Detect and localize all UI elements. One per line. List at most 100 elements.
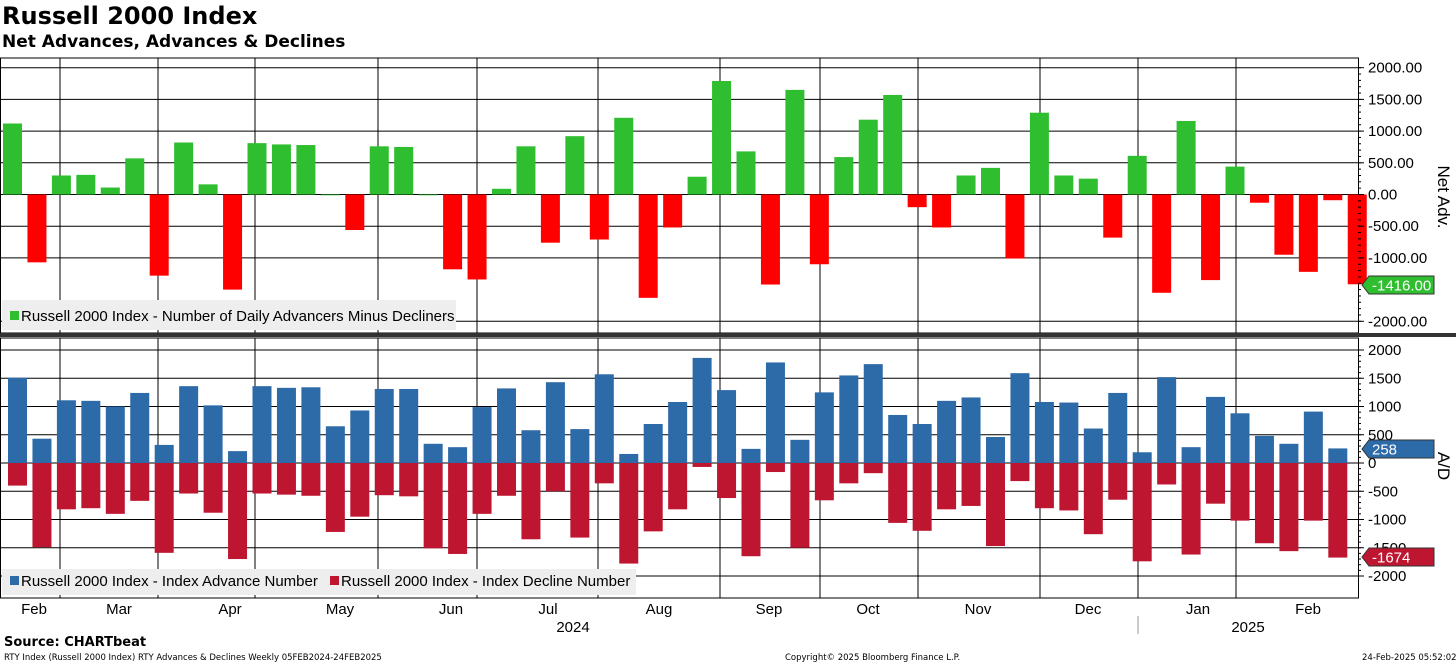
decline-legend-swatch xyxy=(330,576,339,585)
net-advance-bar xyxy=(394,146,414,195)
net-advance-bar xyxy=(247,143,267,195)
net-advance-bar xyxy=(296,145,316,195)
x-month-label: Apr xyxy=(218,601,241,618)
advance-bar xyxy=(814,392,834,463)
decline-bar xyxy=(863,463,883,474)
decline-bar xyxy=(1230,463,1250,521)
footer-copyright: Copyright© 2025 Bloomberg Finance L.P. xyxy=(785,653,961,663)
decline-bar xyxy=(8,463,27,486)
decline-bar xyxy=(961,463,981,506)
source-note: Source: CHARTbeat xyxy=(4,635,147,650)
net-advance-bar xyxy=(785,89,805,195)
x-month-label: Aug xyxy=(646,601,673,618)
top-y-tick-label: 2000.00 xyxy=(1368,60,1422,77)
net-advance-bar xyxy=(589,194,609,240)
decline-bar xyxy=(668,463,688,510)
x-month-label: Mar xyxy=(106,601,132,618)
advance-bar xyxy=(179,386,199,463)
net-advance-bar xyxy=(1054,175,1074,195)
advance-legend-swatch xyxy=(10,576,19,585)
net-advance-bar xyxy=(320,194,340,196)
decline-bar xyxy=(692,463,712,467)
chart-title: Russell 2000 Index xyxy=(2,2,258,30)
net-advance-bar xyxy=(418,194,438,196)
advance-bar xyxy=(56,400,76,463)
decline-bar xyxy=(228,463,248,560)
x-year-label: 2024 xyxy=(556,619,589,636)
advance-bar xyxy=(1010,373,1030,463)
advance-bar xyxy=(1279,443,1299,463)
decline-legend-label: Russell 2000 Index - Index Decline Numbe… xyxy=(341,573,630,590)
decline-bar xyxy=(1132,463,1152,562)
advance-bar xyxy=(497,388,516,463)
decline-bar xyxy=(203,463,223,513)
decline-bar xyxy=(912,463,932,531)
advance-bar xyxy=(130,392,150,463)
advance-bar xyxy=(692,357,712,463)
x-month-label: Sep xyxy=(756,601,783,618)
top-y-axis-title: Net Adv. xyxy=(1434,166,1453,229)
net-advance-last-value-label: -1416.00 xyxy=(1372,278,1431,295)
advance-bar xyxy=(399,388,419,463)
top-y-tick-label: -500.00 xyxy=(1368,218,1419,235)
x-month-label: Feb xyxy=(1295,601,1321,618)
decline-bar xyxy=(545,463,565,492)
decline-bar xyxy=(1303,463,1323,521)
net-advance-bar xyxy=(1249,194,1269,203)
net-advance-bar xyxy=(883,94,903,195)
net-advance-bar xyxy=(540,194,560,243)
net-advance-bar xyxy=(907,194,927,208)
decline-bar xyxy=(1328,463,1348,558)
label-layer: Russell 2000 Index - Number of Daily Adv… xyxy=(2,275,1435,595)
x-month-label: May xyxy=(326,601,355,618)
decline-bar xyxy=(154,463,174,553)
decline-bar xyxy=(741,463,761,557)
footer-timestamp: 24-Feb-2025 05:52:02 xyxy=(1362,653,1456,663)
net-advance-bar xyxy=(223,194,243,290)
bottom-legend-box xyxy=(2,569,636,595)
top-y-tick-label: -2000.00 xyxy=(1368,313,1427,330)
net-advance-bar xyxy=(1298,194,1318,272)
advance-last-value-box xyxy=(1361,439,1435,459)
net-advance-bar xyxy=(1078,178,1098,195)
advance-bar xyxy=(1303,411,1323,463)
advance-bar xyxy=(203,405,223,463)
x-year-label: 2025 xyxy=(1231,619,1264,636)
advance-bar xyxy=(1034,401,1054,463)
net-advance-bar xyxy=(100,187,120,195)
net-advance-last-value-box xyxy=(1361,275,1435,295)
advance-bar xyxy=(717,390,737,463)
decline-bar xyxy=(423,463,443,549)
top-y-tick-label: -1000.00 xyxy=(1368,250,1427,267)
decline-bar xyxy=(179,463,199,494)
net-advance-bar xyxy=(736,151,756,195)
advance-bar xyxy=(912,424,932,463)
advance-bar xyxy=(741,448,761,463)
decline-bar xyxy=(1254,463,1274,544)
top-legend-label: Russell 2000 Index - Number of Daily Adv… xyxy=(21,308,455,325)
advance-bar xyxy=(570,429,590,463)
x-month-label: Oct xyxy=(856,601,880,618)
x-month-label: Feb xyxy=(21,601,47,618)
bottom-y-tick-label: 0 xyxy=(1368,455,1376,472)
advance-bar xyxy=(1108,392,1128,463)
advance-bar xyxy=(1157,377,1177,463)
net-advance-bar xyxy=(76,174,96,195)
top-legend-box xyxy=(2,300,456,330)
net-advance-bar xyxy=(174,142,194,195)
x-month-label: Dec xyxy=(1075,601,1102,618)
advance-bar xyxy=(1059,402,1079,463)
decline-bar xyxy=(839,463,859,484)
advance-bar xyxy=(8,377,27,463)
net-advance-bar xyxy=(834,157,854,195)
bottom-y-tick-label: -1000 xyxy=(1368,512,1406,529)
decline-bar xyxy=(105,463,125,514)
net-advance-bar xyxy=(369,146,389,195)
advance-bar xyxy=(32,438,52,463)
x-month-label: Nov xyxy=(965,601,992,618)
decline-bar xyxy=(1279,463,1299,552)
decline-bar xyxy=(81,463,101,509)
decline-last-value-box xyxy=(1361,547,1435,567)
bottom-y-tick-label: 1000 xyxy=(1368,399,1401,416)
net-advance-bar xyxy=(932,194,952,228)
